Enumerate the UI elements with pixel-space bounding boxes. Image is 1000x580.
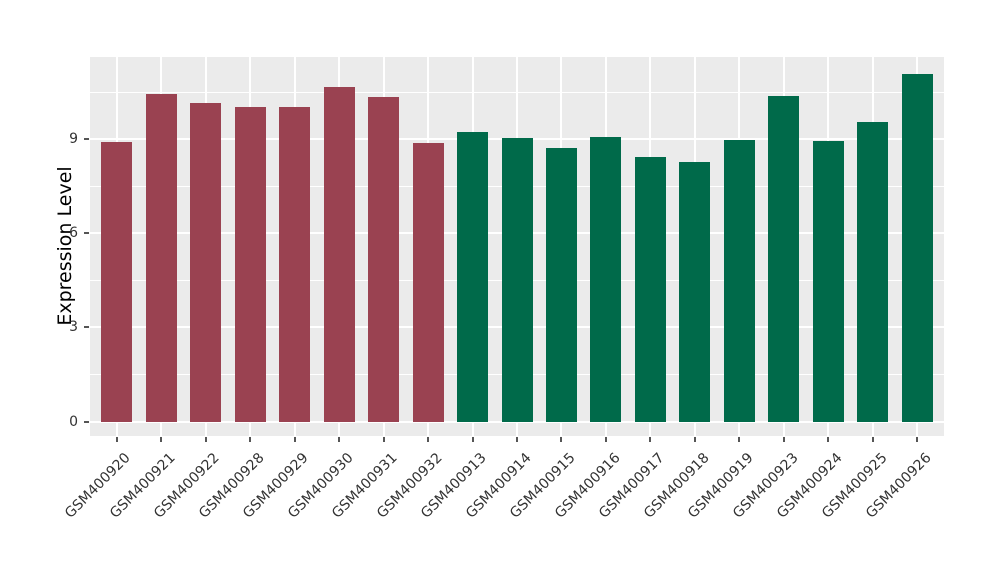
x-tick-mark [516,437,518,442]
y-tick-label: 0 [69,413,78,430]
bar-GSM400916 [590,137,622,422]
y-tick-mark [84,137,89,140]
x-tick-mark [249,437,252,442]
x-tick-mark [382,437,385,442]
y-tick-label: 9 [69,130,78,147]
x-tick-mark [338,437,341,442]
bar-GSM400920 [101,142,133,422]
y-tick-mark [84,326,89,329]
bar-GSM400928 [234,106,266,422]
x-tick-mark [471,437,474,442]
x-tick-mark [738,437,741,442]
bar-GSM400925 [857,122,889,422]
bar-GSM400923 [768,95,800,422]
bar-GSM400914 [501,138,533,422]
x-tick-mark [604,437,607,442]
x-tick-mark [871,437,874,442]
y-tick-mark [84,420,89,423]
bar-GSM400918 [679,161,711,422]
major-gridline [90,420,944,423]
bar-GSM400926 [901,73,933,422]
x-tick-mark [560,437,563,442]
x-tick-mark [293,437,296,442]
minor-gridline [90,91,944,93]
bar-GSM400922 [190,102,222,422]
y-tick-label: 6 [69,224,78,241]
x-tick-mark [693,437,696,442]
x-tick-mark [916,437,919,442]
x-tick-mark [204,437,207,442]
bar-GSM400919 [723,139,755,422]
y-axis-title: Expression Level [54,166,76,326]
y-tick-mark [84,231,89,234]
bar-GSM400930 [323,87,355,422]
x-tick-mark [649,437,652,442]
bar-GSM400929 [279,106,311,422]
bar-GSM400915 [545,148,577,422]
x-tick-mark [160,437,163,442]
bar-GSM400913 [457,132,489,422]
x-tick-mark [427,437,430,442]
x-tick-mark [115,437,118,442]
bar-GSM400917 [634,156,666,422]
bar-GSM400931 [368,96,400,422]
bar-GSM400932 [412,142,444,422]
y-tick-label: 3 [69,319,78,336]
bar-GSM400921 [145,93,177,422]
plot-panel [90,57,944,436]
x-tick-mark [782,437,785,442]
x-tick-mark [827,437,830,442]
bar-GSM400924 [812,141,844,422]
